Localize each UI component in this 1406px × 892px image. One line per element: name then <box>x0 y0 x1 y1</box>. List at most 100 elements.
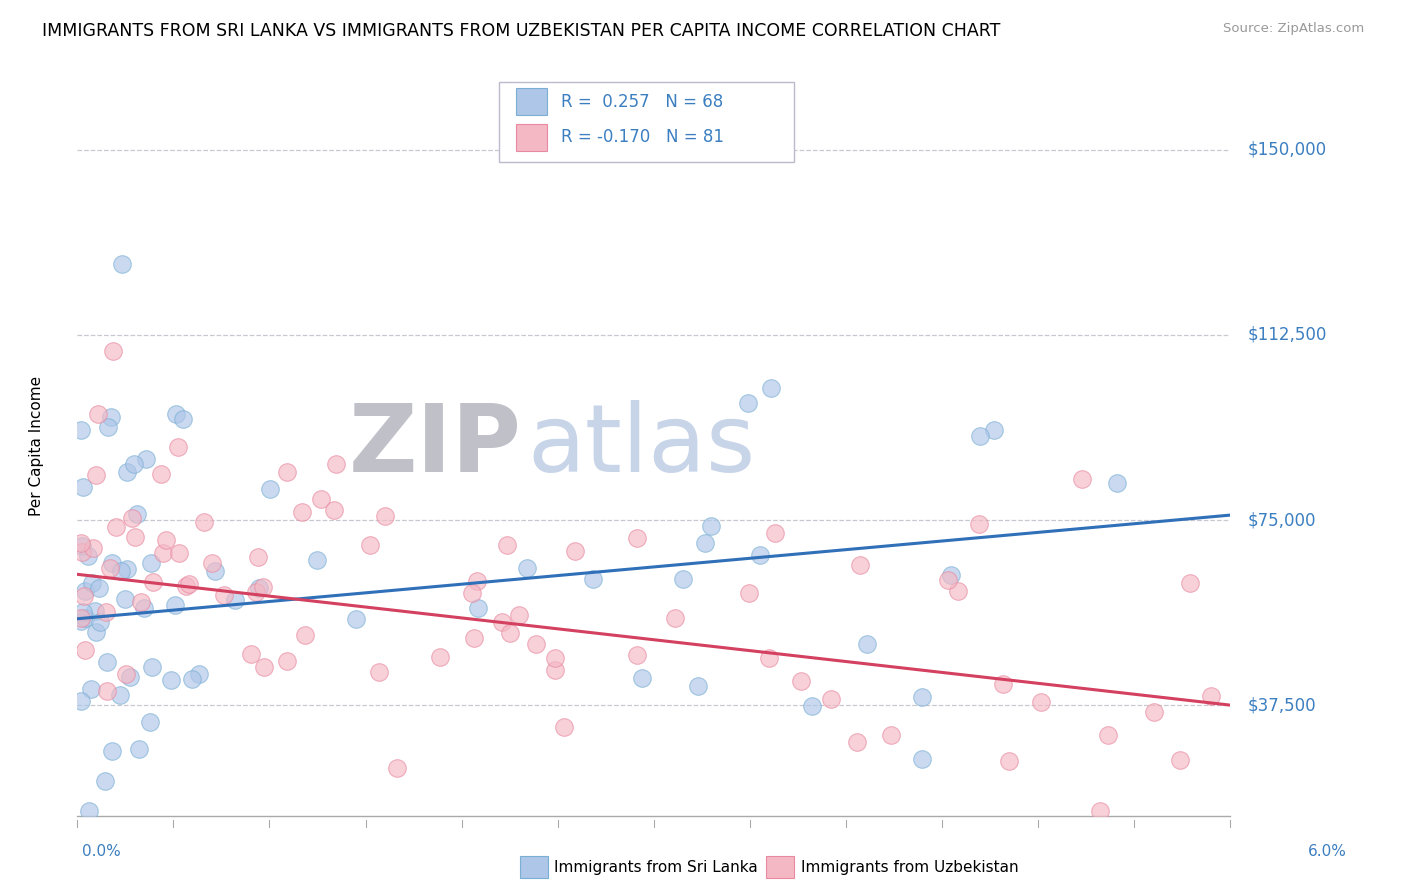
Point <box>114 666 136 681</box>
Point <box>165 598 187 612</box>
Point <box>77 549 100 563</box>
Point <box>1097 728 1119 742</box>
Point <box>84 468 107 483</box>
Point <box>374 509 396 524</box>
Point <box>465 574 488 589</box>
Point <box>139 715 162 730</box>
Point <box>763 525 786 540</box>
Point <box>276 654 298 668</box>
Text: IMMIGRANTS FROM SRI LANKA VS IMMIGRANTS FROM UZBEKISTAN PER CAPITA INCOME CORREL: IMMIGRANTS FROM SRI LANKA VS IMMIGRANTS … <box>42 22 1001 40</box>
Point <box>911 690 934 704</box>
Point <box>122 457 145 471</box>
Point <box>516 560 538 574</box>
Point <box>461 586 484 600</box>
Point <box>245 584 267 599</box>
Point <box>911 752 934 766</box>
Point <box>110 564 132 578</box>
Point <box>75 611 97 625</box>
Point <box>187 666 209 681</box>
Point <box>212 588 235 602</box>
Point <box>672 572 695 586</box>
Point <box>110 688 132 702</box>
Point <box>936 573 959 587</box>
Point <box>98 561 121 575</box>
Point <box>1168 753 1191 767</box>
Point <box>75 583 97 598</box>
Point <box>103 343 125 358</box>
Point <box>553 720 575 734</box>
Point <box>224 592 246 607</box>
Point <box>193 515 215 529</box>
Point <box>111 257 134 271</box>
Point <box>367 665 389 679</box>
Point <box>117 562 139 576</box>
Point <box>77 804 100 818</box>
Point <box>253 659 276 673</box>
Point <box>141 660 163 674</box>
Point <box>73 643 96 657</box>
Point <box>749 548 772 562</box>
Point <box>155 533 177 547</box>
Point <box>582 572 605 586</box>
Text: Immigrants from Sri Lanka: Immigrants from Sri Lanka <box>554 860 758 874</box>
Point <box>247 582 270 596</box>
Point <box>176 579 198 593</box>
Text: Per Capita Income: Per Capita Income <box>30 376 45 516</box>
Point <box>150 467 173 481</box>
Text: R =  0.257   N = 68: R = 0.257 N = 68 <box>561 93 723 111</box>
Point <box>738 585 761 599</box>
Point <box>246 550 269 565</box>
Point <box>70 611 93 625</box>
Text: ZIP: ZIP <box>349 400 522 492</box>
Point <box>72 480 94 494</box>
Point <box>969 429 991 443</box>
Point <box>344 612 367 626</box>
Point <box>89 615 111 629</box>
Text: Source: ZipAtlas.com: Source: ZipAtlas.com <box>1223 22 1364 36</box>
Point <box>115 465 138 479</box>
Point <box>544 664 567 678</box>
Point <box>946 583 969 598</box>
Point <box>294 628 316 642</box>
Point <box>84 604 107 618</box>
Point <box>118 670 141 684</box>
Point <box>114 592 136 607</box>
Point <box>172 412 194 426</box>
Point <box>87 407 110 421</box>
Text: R = -0.170   N = 81: R = -0.170 N = 81 <box>561 128 724 146</box>
Point <box>201 556 224 570</box>
Point <box>626 531 648 545</box>
Point <box>800 699 823 714</box>
Point <box>1178 576 1201 591</box>
Point <box>631 671 654 685</box>
Point <box>626 648 648 663</box>
Point <box>73 589 96 603</box>
Point <box>496 538 519 552</box>
Point <box>152 546 174 560</box>
Point <box>737 396 759 410</box>
Point <box>252 580 274 594</box>
Point <box>1199 690 1222 704</box>
Point <box>1107 475 1129 490</box>
Point <box>1071 472 1094 486</box>
Point <box>385 761 408 775</box>
Point <box>276 466 298 480</box>
Text: 6.0%: 6.0% <box>1308 845 1347 859</box>
Point <box>70 614 93 628</box>
Point <box>87 581 110 595</box>
Point <box>70 539 93 553</box>
Point <box>82 541 104 555</box>
Point <box>101 557 124 571</box>
Point <box>1031 695 1053 709</box>
Point <box>204 564 226 578</box>
Point <box>167 546 190 560</box>
Point <box>141 556 163 570</box>
Point <box>508 607 530 622</box>
Point <box>124 530 146 544</box>
Point <box>121 511 143 525</box>
Point <box>564 544 586 558</box>
Point <box>693 536 716 550</box>
Point <box>84 625 107 640</box>
Point <box>80 575 103 590</box>
Point <box>80 681 103 696</box>
